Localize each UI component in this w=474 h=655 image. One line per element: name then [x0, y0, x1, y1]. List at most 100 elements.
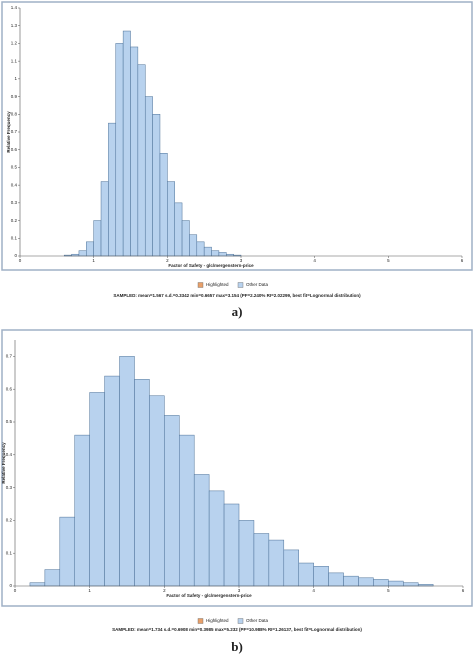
x-tick-label: 6	[462, 588, 465, 593]
x-tick-label: 3	[238, 588, 241, 593]
bar	[181, 220, 190, 257]
legend-swatch	[237, 618, 244, 624]
bar	[268, 539, 285, 587]
y-tick-label: 0.4	[11, 182, 18, 187]
bar	[122, 30, 131, 257]
caption: a)	[232, 304, 243, 319]
x-tick-label: 0	[14, 588, 17, 593]
y-tick-label: 1.4	[11, 5, 18, 10]
y-tick-label: 0.9	[11, 94, 18, 99]
y-tick-label: 0.1	[6, 550, 13, 555]
bar	[343, 575, 359, 587]
y-tick-label: 0.2	[6, 518, 13, 523]
bar	[137, 64, 146, 257]
y-axis-label: Relative Frequency	[1, 442, 6, 484]
x-tick-label: 1	[88, 588, 91, 593]
chart-panel: 0 0.1 0.2 0.3 0.4 0.5 0.6 0.7 0.8 0.9 1 1.1 1.2 1.3 1.…	[1, 1, 473, 319]
bar	[238, 520, 255, 587]
x-tick-label: 4	[312, 588, 315, 593]
y-tick-label: 0.5	[6, 419, 13, 424]
bar	[373, 579, 389, 587]
bar	[149, 395, 165, 587]
x-tick-label: 3	[240, 258, 243, 263]
bar	[179, 434, 195, 587]
y-tick-label: 1.2	[11, 41, 18, 46]
y-tick-label: 0.7	[6, 354, 13, 359]
y-tick-label: 0.3	[11, 200, 18, 205]
x-axis-label: Factor of Safety - glc/mergenstern-price	[168, 263, 254, 268]
bar	[328, 572, 344, 587]
legend-swatch	[197, 282, 204, 288]
bar	[313, 566, 329, 587]
x-tick-label: 6	[461, 258, 464, 263]
bar	[403, 582, 419, 587]
legend-swatch	[197, 618, 204, 624]
bar	[119, 356, 135, 587]
stats-text: SAMPLED: mean=1.734 s.d.=0.6908 min=0.39…	[112, 627, 362, 632]
bar	[59, 516, 75, 587]
bar	[100, 181, 109, 257]
y-tick-label: 0	[14, 253, 17, 258]
bar	[152, 114, 161, 257]
y-tick-label: 0.8	[11, 111, 18, 116]
bar	[144, 96, 153, 257]
bar	[253, 533, 270, 587]
legend-label: Other Data	[246, 618, 269, 623]
x-tick-label: 5	[387, 588, 390, 593]
y-tick-label: 0	[9, 583, 12, 588]
x-tick-label: 1	[92, 258, 95, 263]
bar	[218, 252, 227, 257]
bar	[89, 392, 105, 587]
y-tick-label: 0.6	[6, 386, 13, 391]
bar	[159, 153, 168, 257]
y-tick-label: 0.3	[6, 485, 13, 490]
bar	[193, 474, 210, 587]
bar	[223, 503, 240, 587]
bar	[189, 234, 198, 257]
y-tick-label: 0.4	[6, 452, 13, 457]
x-tick-label: 2	[166, 258, 169, 263]
bar	[167, 181, 175, 257]
bar	[104, 375, 120, 587]
bar	[115, 43, 124, 257]
y-tick-label: 1.1	[11, 58, 18, 63]
x-tick-label: 2	[163, 588, 166, 593]
bar	[74, 434, 90, 587]
bar	[196, 241, 205, 257]
caption: b)	[231, 639, 243, 654]
x-tick-label: 5	[387, 258, 390, 263]
y-axis-label: Relative Frequency	[6, 111, 11, 153]
y-tick-label: 1	[14, 76, 17, 81]
bar	[208, 490, 225, 587]
bar	[203, 246, 212, 257]
bar	[358, 577, 374, 587]
y-tick-label: 0.1	[11, 235, 18, 240]
bar	[164, 415, 180, 587]
bar	[29, 582, 46, 587]
legend-label: Highlighted	[206, 618, 229, 623]
legend-label: Other Data	[246, 282, 269, 287]
bar	[93, 220, 102, 257]
y-tick-label: 1.3	[11, 23, 18, 28]
x-axis-label: Factor of Safety - glc/mergenstern-price	[166, 593, 252, 598]
bar	[283, 549, 299, 587]
y-tick-label: 0.2	[11, 218, 18, 223]
x-tick-label: 4	[313, 258, 316, 263]
y-tick-label: 0.7	[11, 129, 18, 134]
bar	[174, 202, 183, 257]
bar	[211, 250, 220, 257]
bar	[130, 46, 139, 257]
y-tick-label: 0.5	[11, 165, 18, 170]
bar	[86, 241, 94, 257]
y-tick-label: 0.6	[11, 147, 18, 152]
bar	[134, 379, 150, 587]
legend-swatch	[237, 282, 244, 288]
stats-text: SAMPLED: mean=1.567 s.d.=0.3342 min=0.66…	[113, 293, 361, 298]
bar	[298, 562, 314, 587]
panel-frame	[1, 1, 473, 271]
legend-label: Highlighted	[206, 282, 229, 287]
bar	[78, 250, 87, 257]
bar	[388, 580, 404, 587]
x-tick-label: 0	[19, 258, 22, 263]
